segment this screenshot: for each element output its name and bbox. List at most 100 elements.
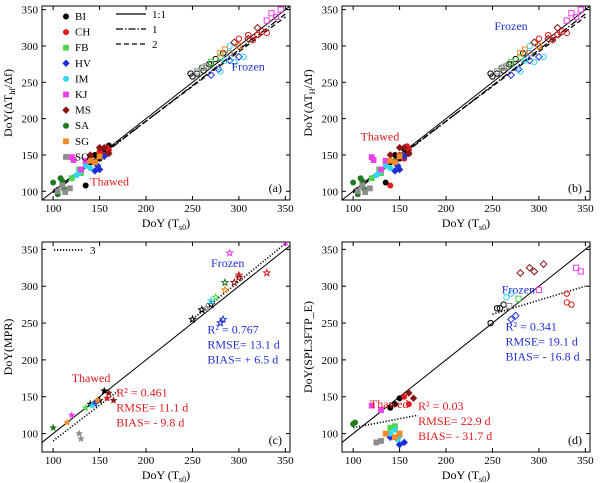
legend-label-SA: SA xyxy=(75,120,89,132)
point-thawed-SO xyxy=(362,189,369,195)
point-thawed-SA xyxy=(350,179,357,186)
point-thawed-MS xyxy=(405,149,413,158)
y-tick-label: 300 xyxy=(22,41,39,53)
point-frozen-MS xyxy=(530,267,539,276)
point-frozen-SG xyxy=(221,46,229,53)
point-frozen-IM xyxy=(517,68,524,75)
point-thawed-KJ xyxy=(67,411,76,419)
y-tick-label: 200 xyxy=(22,114,39,126)
panel-label: (b) xyxy=(568,181,582,195)
y-axis-label: DoY(ΔTH/Δf) xyxy=(301,69,317,136)
stats-line: RMSE= 19.1 d xyxy=(505,334,577,348)
point-frozen-CH xyxy=(563,29,570,37)
legend-label-KJ: KJ xyxy=(75,89,88,101)
point-thawed-SO xyxy=(359,182,366,189)
point-frozen-BI xyxy=(487,319,494,327)
point-frozen-SG xyxy=(535,42,543,50)
point-thawed-BI xyxy=(391,401,398,408)
point-thawed-MS xyxy=(386,151,395,159)
y-tick-label: 350 xyxy=(22,5,39,17)
legend-marker-HV xyxy=(62,59,70,68)
point-frozen-SO xyxy=(526,50,533,57)
point-frozen-FB xyxy=(217,53,224,60)
x-tick-label: 300 xyxy=(531,203,548,215)
annotation-thawed: Thawed xyxy=(370,397,409,411)
y-tick-label: 150 xyxy=(22,392,39,404)
stats-line: R² = 0.03 xyxy=(418,399,463,413)
x-tick-label: 150 xyxy=(391,455,408,467)
point-frozen-SO xyxy=(194,68,201,75)
x-tick-label: 100 xyxy=(345,455,362,467)
point-frozen-FB xyxy=(211,292,221,302)
point-frozen-FB xyxy=(515,295,522,302)
panel-d: 100 150 200 250 300 350 100 150 200 250 300 350 DoY … xyxy=(301,241,594,483)
point-frozen-FB xyxy=(207,58,215,66)
legend-label-BI: BI xyxy=(75,11,86,23)
y-tick-label: 300 xyxy=(322,281,339,293)
point-thawed-SA xyxy=(49,423,58,432)
annotation-frozen: Frozen xyxy=(211,256,244,270)
legend-label-SO: SO xyxy=(75,151,89,163)
x-axis-label: DoY (Ts0) xyxy=(142,468,190,483)
point-thawed-SO xyxy=(59,182,66,189)
point-frozen-IM xyxy=(226,42,233,50)
point-frozen-SG xyxy=(220,285,230,294)
point-frozen-CH xyxy=(235,35,243,42)
x-axis-label: DoY (Ts0) xyxy=(442,216,490,232)
legend-marker-SA xyxy=(62,122,69,129)
x-tick-label: 300 xyxy=(531,455,548,467)
point-thawed-SO xyxy=(354,188,361,195)
point-thawed-SG xyxy=(392,434,398,441)
point-frozen-SO xyxy=(226,50,233,57)
y-tick-label: 300 xyxy=(22,281,39,293)
point-frozen-KJ xyxy=(263,17,270,24)
y-axis-label: DoY(MPR) xyxy=(1,319,15,376)
point-frozen-CH xyxy=(263,29,270,37)
point-thawed-FB xyxy=(81,403,90,412)
point-frozen-MS xyxy=(234,272,244,282)
x-tick-label: 150 xyxy=(391,203,408,215)
legend-line-label: 3 xyxy=(90,245,96,257)
plot-frame xyxy=(41,241,291,453)
annotation-thawed: Thawed xyxy=(361,129,400,143)
point-frozen-IM xyxy=(221,57,229,64)
plot-area xyxy=(342,6,590,200)
x-tick-label: 100 xyxy=(45,203,62,215)
stats-line: RMSE= 11.1 d xyxy=(116,401,188,415)
x-tick-label: 250 xyxy=(184,455,201,467)
point-frozen-SO xyxy=(201,303,211,313)
point-thawed-HV xyxy=(400,438,408,447)
point-frozen-HV xyxy=(214,65,223,74)
y-tick-label: 200 xyxy=(322,114,339,126)
point-thawed-MS xyxy=(409,394,418,402)
y-tick-label: 350 xyxy=(322,5,339,17)
point-thawed-MS xyxy=(105,149,113,158)
legend-label-MS: MS xyxy=(75,105,91,117)
point-frozen-SG xyxy=(517,50,524,57)
y-tick-label: 250 xyxy=(22,318,39,330)
point-thawed-SA xyxy=(50,179,57,186)
point-frozen-BI xyxy=(496,305,504,312)
point-thawed-IM xyxy=(391,426,398,433)
legend-marker-KJ xyxy=(63,91,69,98)
point-thawed-FB xyxy=(368,175,375,182)
y-tick-label: 150 xyxy=(322,392,339,404)
point-thawed-KJ xyxy=(368,154,375,161)
legend-marker-SG xyxy=(63,138,69,145)
y-tick-label: 250 xyxy=(322,318,339,330)
point-thawed-HV xyxy=(91,167,99,175)
point-frozen-HV xyxy=(507,71,516,80)
x-tick-label: 150 xyxy=(91,455,108,467)
point-thawed-SG xyxy=(396,153,403,160)
fit-line-1 xyxy=(352,414,419,429)
stats-line: BIAS= - 16.8 d xyxy=(505,349,579,363)
panel-label: (a) xyxy=(269,181,282,195)
y-tick-label: 300 xyxy=(322,41,339,53)
point-thawed-KJ xyxy=(78,166,84,173)
x-tick-label: 350 xyxy=(277,203,294,215)
point-thawed-MS xyxy=(395,143,404,152)
y-tick-label: 100 xyxy=(22,186,39,198)
x-tick-label: 100 xyxy=(45,455,62,467)
point-frozen-MS xyxy=(516,268,525,277)
point-thawed-SO xyxy=(54,188,61,195)
